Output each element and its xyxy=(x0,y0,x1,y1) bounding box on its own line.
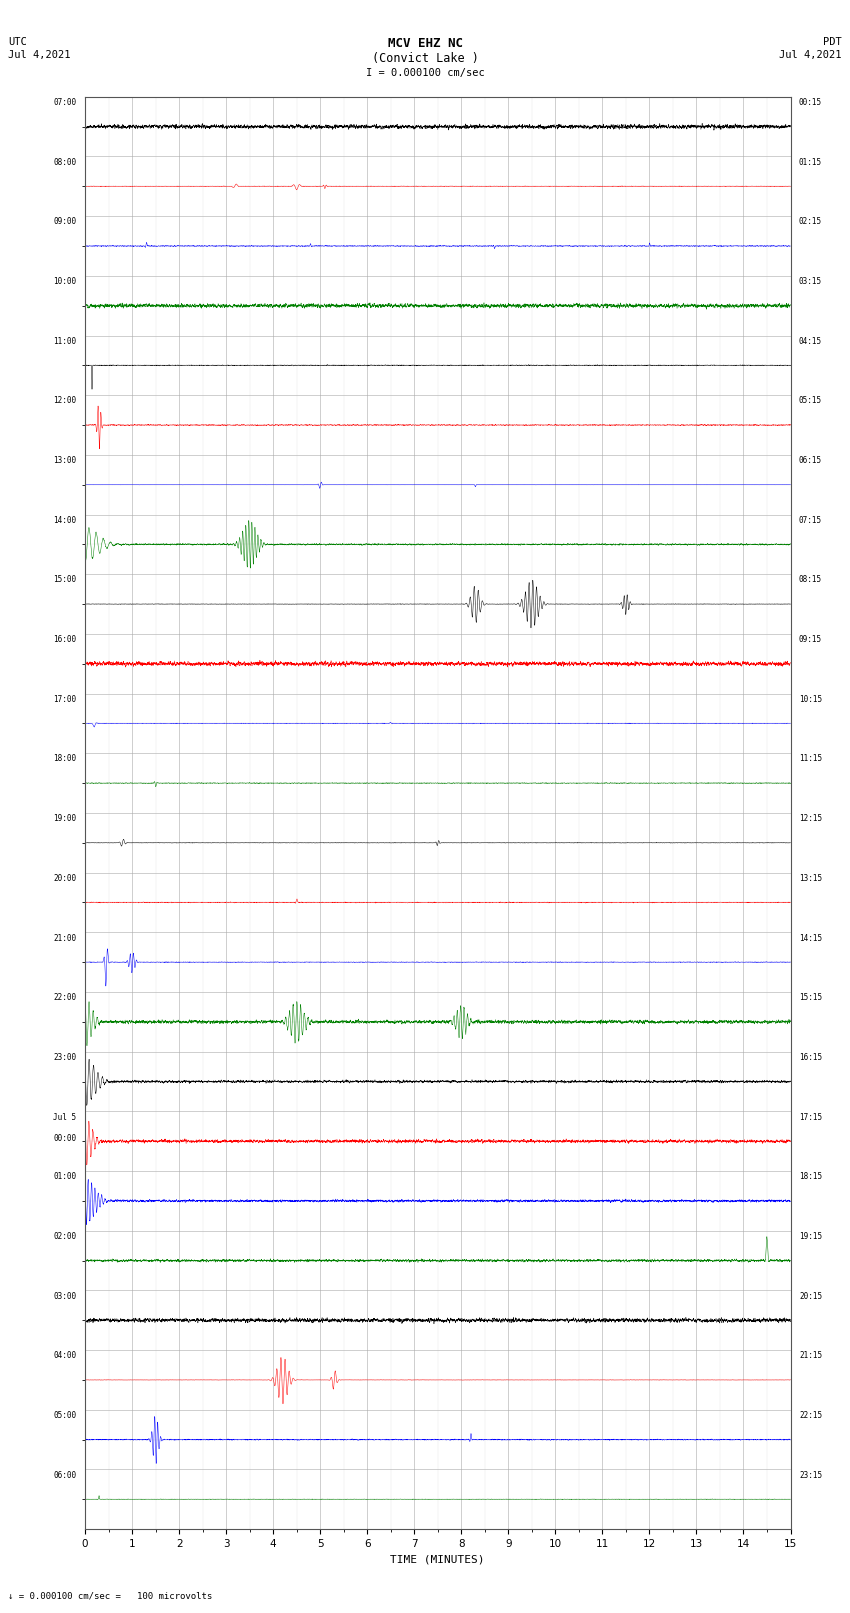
Text: 03:15: 03:15 xyxy=(799,277,822,286)
Text: (Convict Lake ): (Convict Lake ) xyxy=(371,52,479,65)
Text: 12:00: 12:00 xyxy=(54,397,76,405)
Text: I = 0.000100 cm/sec: I = 0.000100 cm/sec xyxy=(366,68,484,77)
Text: 15:15: 15:15 xyxy=(799,994,822,1002)
Text: 18:00: 18:00 xyxy=(54,755,76,763)
Text: 16:00: 16:00 xyxy=(54,636,76,644)
Text: 11:15: 11:15 xyxy=(799,755,822,763)
Text: 20:00: 20:00 xyxy=(54,874,76,882)
Text: 00:00: 00:00 xyxy=(54,1134,76,1144)
Text: 10:15: 10:15 xyxy=(799,695,822,703)
Text: 09:00: 09:00 xyxy=(54,218,76,226)
Text: 07:00: 07:00 xyxy=(54,98,76,106)
Text: 18:15: 18:15 xyxy=(799,1173,822,1181)
Text: 01:15: 01:15 xyxy=(799,158,822,166)
Text: 22:00: 22:00 xyxy=(54,994,76,1002)
Text: 03:00: 03:00 xyxy=(54,1292,76,1300)
Text: 12:15: 12:15 xyxy=(799,815,822,823)
Text: 19:15: 19:15 xyxy=(799,1232,822,1240)
Text: 14:15: 14:15 xyxy=(799,934,822,942)
Text: 14:00: 14:00 xyxy=(54,516,76,524)
Text: 04:00: 04:00 xyxy=(54,1352,76,1360)
Text: 22:15: 22:15 xyxy=(799,1411,822,1419)
Text: ↓ = 0.000100 cm/sec =   100 microvolts: ↓ = 0.000100 cm/sec = 100 microvolts xyxy=(8,1590,212,1600)
Text: 02:00: 02:00 xyxy=(54,1232,76,1240)
Text: 16:15: 16:15 xyxy=(799,1053,822,1061)
Text: Jul 4,2021: Jul 4,2021 xyxy=(8,50,71,60)
Text: 09:15: 09:15 xyxy=(799,636,822,644)
Text: 13:00: 13:00 xyxy=(54,456,76,465)
Text: 06:15: 06:15 xyxy=(799,456,822,465)
Text: 15:00: 15:00 xyxy=(54,576,76,584)
Text: 06:00: 06:00 xyxy=(54,1471,76,1479)
X-axis label: TIME (MINUTES): TIME (MINUTES) xyxy=(390,1555,485,1565)
Text: 11:00: 11:00 xyxy=(54,337,76,345)
Text: 23:15: 23:15 xyxy=(799,1471,822,1479)
Text: MCV EHZ NC: MCV EHZ NC xyxy=(388,37,462,50)
Text: 10:00: 10:00 xyxy=(54,277,76,286)
Text: UTC: UTC xyxy=(8,37,27,47)
Text: 05:15: 05:15 xyxy=(799,397,822,405)
Text: 05:00: 05:00 xyxy=(54,1411,76,1419)
Text: 21:00: 21:00 xyxy=(54,934,76,942)
Text: 04:15: 04:15 xyxy=(799,337,822,345)
Text: 17:00: 17:00 xyxy=(54,695,76,703)
Text: 00:15: 00:15 xyxy=(799,98,822,106)
Text: 01:00: 01:00 xyxy=(54,1173,76,1181)
Text: 20:15: 20:15 xyxy=(799,1292,822,1300)
Text: 21:15: 21:15 xyxy=(799,1352,822,1360)
Text: 23:00: 23:00 xyxy=(54,1053,76,1061)
Text: PDT: PDT xyxy=(823,37,842,47)
Text: 19:00: 19:00 xyxy=(54,815,76,823)
Text: 02:15: 02:15 xyxy=(799,218,822,226)
Text: Jul 4,2021: Jul 4,2021 xyxy=(779,50,842,60)
Text: 08:00: 08:00 xyxy=(54,158,76,166)
Text: 07:15: 07:15 xyxy=(799,516,822,524)
Text: Jul 5: Jul 5 xyxy=(54,1113,76,1121)
Text: 13:15: 13:15 xyxy=(799,874,822,882)
Text: 08:15: 08:15 xyxy=(799,576,822,584)
Text: 17:15: 17:15 xyxy=(799,1113,822,1121)
